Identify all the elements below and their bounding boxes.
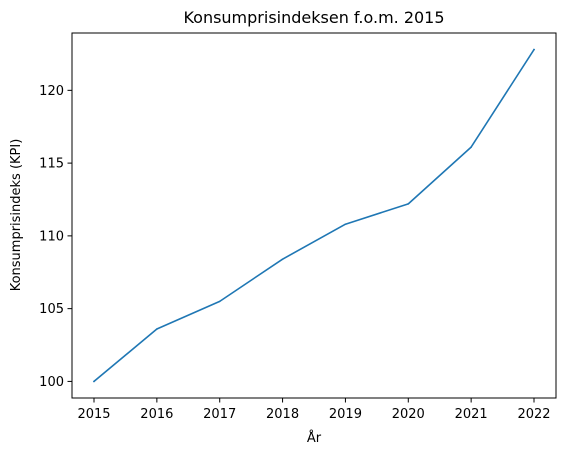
y-tick-label-120: 120 bbox=[39, 84, 64, 99]
data-point-2022 bbox=[533, 48, 535, 51]
data-point-2015 bbox=[93, 380, 95, 383]
y-tick-label-115: 115 bbox=[39, 157, 64, 172]
x-tick-label-2017: 2017 bbox=[203, 407, 236, 422]
y-axis-label: Konsumprisindeks (KPI) bbox=[9, 139, 24, 292]
data-point-2019 bbox=[344, 223, 347, 226]
y-tick-label-100: 100 bbox=[39, 375, 64, 390]
y-tick-label-110: 110 bbox=[39, 229, 64, 244]
data-point-2020 bbox=[407, 203, 410, 205]
y-tick-label-105: 105 bbox=[39, 302, 64, 317]
chart-title: Konsumprisindeksen f.o.m. 2015 bbox=[183, 8, 444, 27]
x-tick-label-2022: 2022 bbox=[517, 407, 550, 422]
data-point-2017 bbox=[218, 300, 221, 303]
x-tick-label-2019: 2019 bbox=[329, 407, 362, 422]
x-tick-label-2016: 2016 bbox=[140, 407, 173, 422]
plot-frame bbox=[71, 32, 557, 399]
x-tick-label-2018: 2018 bbox=[266, 407, 299, 422]
y-axis: 100 105 110 115 120 bbox=[39, 84, 72, 390]
x-axis-label: År bbox=[307, 430, 322, 446]
series-line-0 bbox=[92, 48, 536, 383]
plot-area bbox=[72, 33, 556, 398]
data-layer bbox=[92, 48, 536, 383]
data-point-2018 bbox=[281, 258, 284, 260]
x-tick-label-2020: 2020 bbox=[392, 407, 425, 422]
x-tick-label-2015: 2015 bbox=[77, 407, 110, 422]
x-axis: 2015 2016 2017 2018 2019 2020 2021 2022 bbox=[77, 398, 551, 422]
data-point-2016 bbox=[156, 328, 158, 330]
x-tick-label-2021: 2021 bbox=[455, 407, 488, 422]
data-point-2021 bbox=[470, 146, 472, 148]
